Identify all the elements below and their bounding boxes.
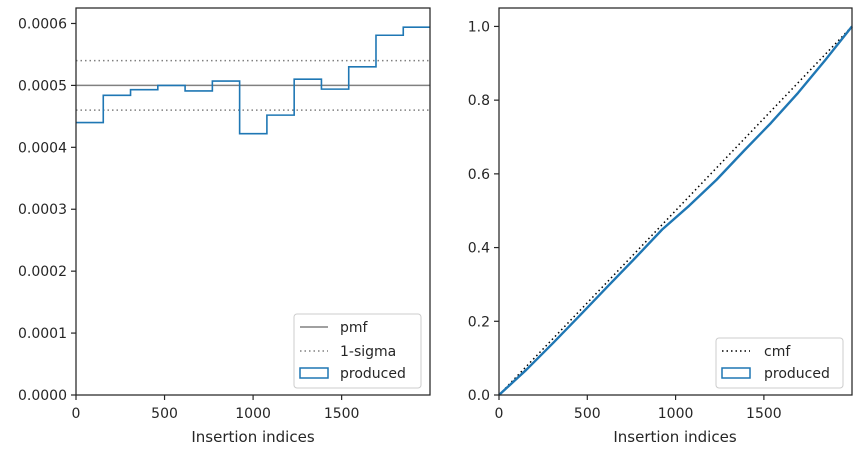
produced-cumulative-line bbox=[498, 25, 853, 396]
legend-label-1-sigma: 1-sigma bbox=[340, 344, 396, 360]
legend: pmf 1-sigma produced bbox=[293, 313, 422, 389]
legend-label-cmf: cmf bbox=[764, 344, 791, 360]
y-tick-label: 0.0006 bbox=[18, 16, 67, 32]
x-tick-label: 1000 bbox=[658, 406, 694, 422]
x-tick-label: 1000 bbox=[235, 406, 271, 422]
x-axis-label: Insertion indices bbox=[191, 428, 314, 446]
x-tick-label: 500 bbox=[574, 406, 601, 422]
plot-frame bbox=[498, 7, 853, 396]
x-tick-label: 0 bbox=[495, 406, 504, 422]
y-tick-label: 0.0001 bbox=[18, 326, 67, 342]
x-tick-label: 1500 bbox=[324, 406, 360, 422]
legend-label-produced: produced bbox=[764, 366, 830, 382]
legend: cmf produced bbox=[715, 337, 844, 389]
x-tick-label: 1500 bbox=[746, 406, 782, 422]
y-tick-label: 0.8 bbox=[468, 93, 490, 109]
y-tick-label: 0.2 bbox=[468, 314, 490, 330]
produced-histogram-step bbox=[76, 26, 430, 135]
y-tick-label: 0.0 bbox=[468, 388, 490, 404]
y-tick-label: 0.0002 bbox=[18, 264, 67, 280]
legend-swatch-produced bbox=[721, 367, 751, 379]
y-tick-label: 0.4 bbox=[468, 241, 490, 257]
plot-frame bbox=[75, 7, 431, 396]
legend-label-produced: produced bbox=[340, 366, 406, 382]
y-tick-label: 0.0003 bbox=[18, 202, 67, 218]
y-tick-label: 1.0 bbox=[468, 19, 490, 35]
y-tick-label: 0.0005 bbox=[18, 78, 67, 94]
pmf-histogram-panel: 0 500 1000 1500 0.0000 0.0001 0.0002 0.0003 0.00… bbox=[18, 7, 431, 446]
y-tick-label: 0.6 bbox=[468, 167, 490, 183]
y-tick-label: 0.0004 bbox=[18, 140, 67, 156]
legend-swatch-produced bbox=[299, 367, 329, 379]
legend-label-pmf: pmf bbox=[340, 320, 369, 336]
y-tick-label: 0.0000 bbox=[18, 388, 67, 404]
x-tick-label: 500 bbox=[151, 406, 178, 422]
cmf-panel: 0 500 1000 1500 0.0 0.2 0.4 0.6 0.8 1.0 Insertion… bbox=[468, 7, 853, 446]
x-tick-label: 0 bbox=[72, 406, 81, 422]
x-axis-label: Insertion indices bbox=[613, 428, 736, 446]
